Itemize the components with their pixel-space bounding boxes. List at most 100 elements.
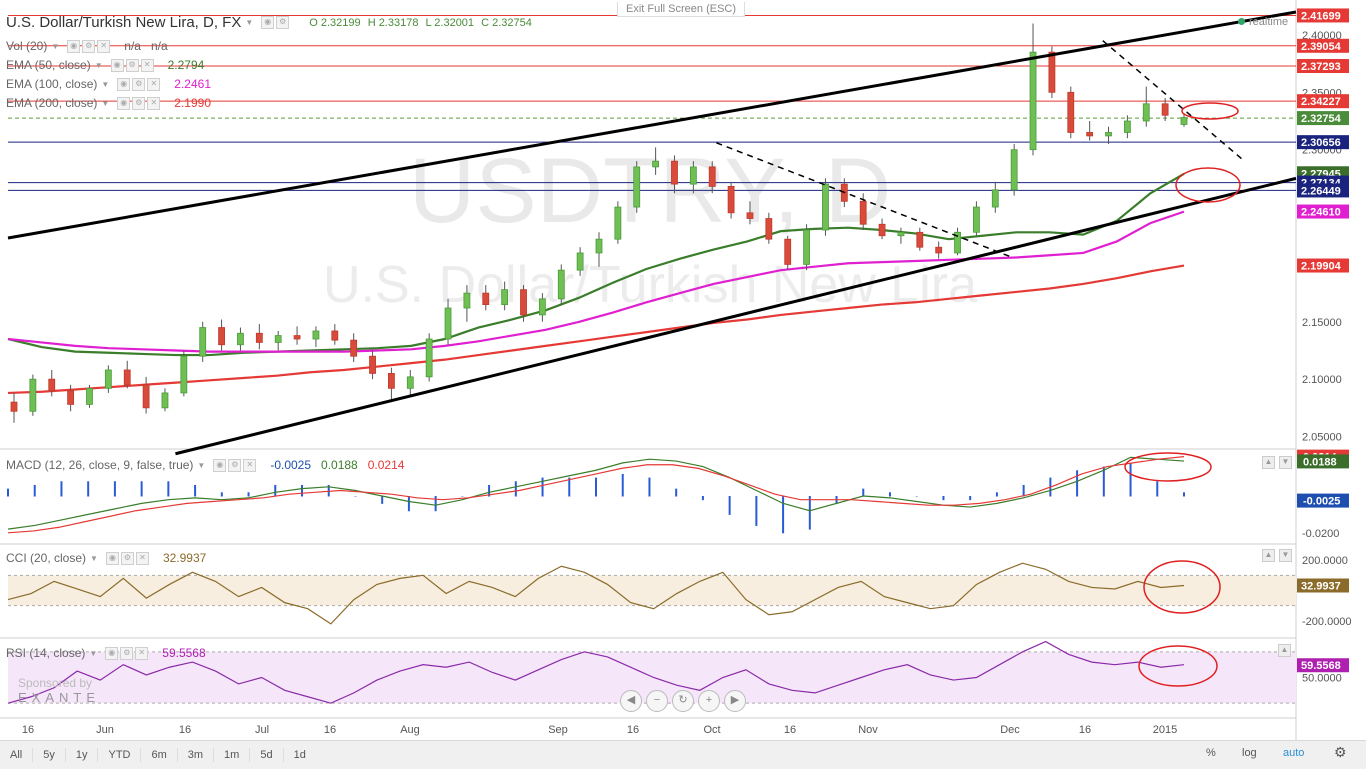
close-icon[interactable]: ✕: [243, 458, 257, 472]
move-down-icon[interactable]: ▼: [1279, 456, 1292, 469]
macd-histogram-bar: [220, 492, 223, 497]
macd-histogram-bar: [194, 484, 197, 497]
close-icon[interactable]: ✕: [135, 646, 149, 660]
range-5d[interactable]: 5d: [250, 748, 284, 762]
legend-ema200[interactable]: EMA (200, close) ▼ ◉ ⚙ ✕ 2.1990: [6, 96, 211, 110]
x-axis-tick: 2015: [1153, 724, 1177, 736]
range-1d[interactable]: 1d: [293, 749, 306, 761]
x-axis-tick: 16: [324, 724, 336, 736]
candle-body: [86, 387, 93, 405]
ohlc-low: L 2.32001: [425, 16, 475, 29]
settings-icon[interactable]: ⚙: [120, 646, 134, 660]
trendline: [716, 142, 1013, 259]
candle-body: [161, 392, 169, 409]
price-axis-tick: 2.15000: [1302, 317, 1342, 329]
range-1y[interactable]: 1y: [66, 748, 99, 762]
range-ytd[interactable]: YTD: [98, 748, 142, 762]
settings-icon[interactable]: ⚙: [276, 16, 290, 29]
range-all[interactable]: All: [0, 748, 34, 762]
legend-macd[interactable]: MACD (12, 26, close, 9, false, true) ▼ ◉ ⚙…: [6, 458, 404, 472]
eye-icon[interactable]: ◉: [261, 16, 275, 29]
move-down-icon[interactable]: ▼: [1279, 549, 1292, 562]
eye-icon[interactable]: ◉: [213, 458, 227, 472]
sponsor-label: Sponsored by: [18, 676, 93, 690]
sponsor-block[interactable]: Sponsored by EXANTE: [18, 676, 100, 705]
legend-ema50[interactable]: EMA (50, close) ▼ ◉ ⚙ ✕ 2.2794: [6, 58, 204, 72]
watermark-symbol: USDTRY, D: [409, 140, 891, 242]
macd-histogram-bar: [942, 496, 945, 501]
range-5y[interactable]: 5y: [33, 748, 66, 762]
maximize-icon[interactable]: ▲: [1278, 644, 1291, 657]
candle-body: [501, 289, 509, 305]
reset-icon[interactable]: ↻: [672, 690, 694, 712]
candle-body: [1067, 91, 1075, 133]
cci-pane-controls: ▲ ▼: [1262, 549, 1292, 562]
eye-icon[interactable]: ◉: [105, 551, 119, 565]
x-axis-tick: 16: [784, 724, 796, 736]
scroll-right-icon[interactable]: ▶: [724, 690, 746, 712]
candle-body: [1123, 120, 1131, 133]
range-3m[interactable]: 3m: [178, 748, 215, 762]
settings-icon[interactable]: ⚙: [132, 77, 146, 91]
annotation-ellipse: [1175, 167, 1241, 203]
chevron-down-icon[interactable]: ▼: [245, 18, 254, 27]
symbol-title[interactable]: U.S. Dollar/Turkish New Lira, D, FX: [6, 14, 242, 31]
close-icon[interactable]: ✕: [140, 58, 154, 72]
percent-toggle[interactable]: %: [1206, 747, 1216, 759]
chevron-down-icon[interactable]: ▼: [89, 648, 98, 658]
close-icon[interactable]: ✕: [147, 77, 161, 91]
eye-icon[interactable]: ◉: [105, 646, 119, 660]
close-icon[interactable]: ✕: [135, 551, 149, 565]
eye-icon[interactable]: ◉: [110, 58, 124, 72]
settings-icon[interactable]: ⚙: [125, 58, 139, 72]
log-toggle[interactable]: log: [1242, 747, 1257, 759]
zoom-out-icon[interactable]: −: [646, 690, 668, 712]
chevron-down-icon[interactable]: ▼: [197, 460, 206, 470]
candle-body: [538, 298, 546, 316]
eye-icon[interactable]: ◉: [117, 77, 131, 91]
legend-cci[interactable]: CCI (20, close) ▼ ◉ ⚙ ✕ 32.9937: [6, 551, 206, 565]
chevron-down-icon[interactable]: ▼: [51, 41, 60, 51]
candle-body: [576, 252, 584, 271]
range-6m[interactable]: 6m: [141, 748, 178, 762]
ohlc-close: C 2.32754: [481, 16, 532, 29]
eye-icon[interactable]: ◉: [67, 39, 81, 53]
settings-icon[interactable]: ⚙: [132, 96, 146, 110]
rsi-axis-tick: 50.0000: [1302, 673, 1342, 685]
exit-fullscreen-button[interactable]: Exit Full Screen (ESC): [617, 2, 746, 17]
legend-ema100[interactable]: EMA (100, close) ▼ ◉ ⚙ ✕ 2.2461: [6, 77, 211, 91]
macd-histogram-bar: [1129, 462, 1132, 497]
scroll-left-icon[interactable]: ◀: [620, 690, 642, 712]
zoom-in-icon[interactable]: +: [698, 690, 720, 712]
price-label-box: [1297, 204, 1349, 219]
close-icon[interactable]: ✕: [97, 39, 111, 53]
close-icon[interactable]: ✕: [147, 96, 161, 110]
chevron-down-icon[interactable]: ▼: [101, 98, 110, 108]
sponsor-logo[interactable]: EXANTE: [18, 690, 101, 705]
chevron-down-icon[interactable]: ▼: [90, 553, 98, 563]
maximize-icon[interactable]: ▲: [1262, 456, 1275, 469]
ema50-label[interactable]: EMA (50, close): [6, 58, 91, 72]
eye-icon[interactable]: ◉: [117, 96, 131, 110]
vol-label[interactable]: Vol (20): [6, 39, 48, 53]
ema200-label[interactable]: EMA (200, close): [6, 96, 98, 110]
ohlc-high: H 2.33178: [367, 16, 419, 29]
rsi-label[interactable]: RSI (14, close): [6, 646, 86, 660]
settings-icon[interactable]: ⚙: [120, 551, 134, 565]
maximize-icon[interactable]: ▲: [1262, 549, 1275, 562]
legend-vol[interactable]: Vol (20) ▼ ◉ ⚙ ✕ n/a n/a: [6, 39, 168, 53]
settings-icon[interactable]: ⚙: [228, 458, 242, 472]
candle-body: [1086, 132, 1094, 137]
price-label-box: [1297, 135, 1349, 150]
range-1m[interactable]: 1m: [214, 748, 251, 762]
settings-icon[interactable]: ⚙: [82, 39, 96, 53]
legend-rsi[interactable]: RSI (14, close) ▼ ◉ ⚙ ✕ 59.5568: [6, 646, 206, 660]
gear-icon[interactable]: ⚙: [1334, 744, 1347, 760]
macd-label[interactable]: MACD (12, 26, close, 9, false, true): [6, 458, 194, 472]
chevron-down-icon[interactable]: ▼: [101, 79, 110, 89]
ema100-label[interactable]: EMA (100, close): [6, 77, 98, 91]
auto-toggle[interactable]: auto: [1283, 747, 1305, 759]
chevron-down-icon[interactable]: ▼: [94, 60, 103, 70]
cci-label[interactable]: CCI (20, close): [6, 551, 87, 565]
